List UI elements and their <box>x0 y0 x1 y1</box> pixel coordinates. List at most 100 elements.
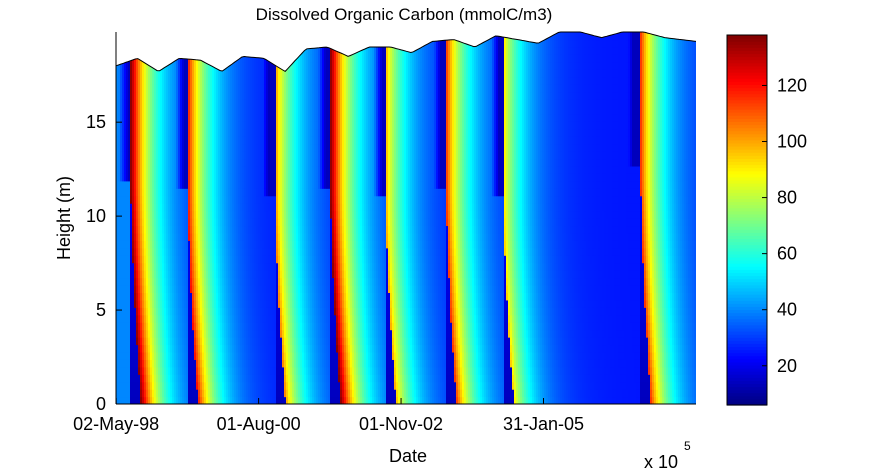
heatmap-cell <box>126 240 129 249</box>
heatmap-cell <box>218 359 221 368</box>
heatmap-cell <box>220 240 223 249</box>
heatmap-cell <box>160 337 163 346</box>
heatmap-cell <box>218 218 221 227</box>
heatmap-cell <box>192 232 195 241</box>
heatmap-cell <box>150 277 153 286</box>
heatmap-cell <box>132 180 135 189</box>
heatmap-cell <box>214 255 217 264</box>
heatmap-cell <box>134 158 137 167</box>
heatmap-cell <box>172 262 175 271</box>
heatmap-cell <box>156 240 159 249</box>
heatmap-cell <box>202 121 205 130</box>
heatmap-cell <box>274 218 277 227</box>
heatmap-cell <box>296 180 299 189</box>
heatmap-cell <box>300 359 303 368</box>
heatmap-cell <box>186 329 189 338</box>
heatmap-cell <box>224 91 227 100</box>
heatmap-cell <box>284 322 287 331</box>
heatmap-cell <box>282 121 285 130</box>
heatmap-cell <box>192 143 195 152</box>
heatmap-cell <box>156 128 159 137</box>
heatmap-cell <box>126 292 129 301</box>
heatmap-cell <box>238 61 241 70</box>
heatmap-cell <box>148 225 151 234</box>
heatmap-cell <box>278 121 281 130</box>
heatmap-cell <box>266 240 269 249</box>
heatmap-cell <box>192 218 195 227</box>
heatmap-cell <box>282 173 285 182</box>
heatmap-cell <box>268 136 271 145</box>
heatmap-cell <box>306 277 309 286</box>
heatmap-cell <box>298 218 301 227</box>
heatmap-cell <box>266 307 269 316</box>
heatmap-cell <box>292 173 295 182</box>
heatmap-cell <box>254 299 257 308</box>
heatmap-cell <box>258 351 261 360</box>
heatmap-cell <box>186 322 189 331</box>
heatmap-cell <box>124 322 127 331</box>
heatmap-cell <box>116 203 119 212</box>
heatmap-cell <box>288 218 291 227</box>
heatmap-cell <box>224 270 227 279</box>
heatmap-cell <box>272 136 275 145</box>
heatmap-cell <box>152 69 155 78</box>
heatmap-cell <box>208 262 211 271</box>
heatmap-cell <box>300 218 303 227</box>
heatmap-cell <box>274 277 277 286</box>
heatmap-cell <box>270 329 273 338</box>
heatmap-cell <box>218 351 221 360</box>
heatmap-cell <box>206 158 209 167</box>
heatmap-cell <box>268 337 271 346</box>
heatmap-cell <box>214 381 217 390</box>
heatmap-cell <box>252 247 255 256</box>
heatmap-cell <box>130 277 133 286</box>
heatmap-cell <box>232 136 235 145</box>
heatmap-cell <box>134 359 137 368</box>
heatmap-cell <box>134 322 137 331</box>
heatmap-cell <box>134 247 137 256</box>
heatmap-cell <box>220 203 223 212</box>
heatmap-cell <box>248 389 251 398</box>
heatmap-cell <box>200 136 203 145</box>
heatmap-cell <box>310 396 313 404</box>
heatmap-cell <box>252 270 255 279</box>
heatmap-cell <box>312 121 315 130</box>
heatmap-cell <box>134 366 137 375</box>
heatmap-cell <box>124 76 127 85</box>
heatmap-cell <box>222 225 225 234</box>
heatmap-cell <box>264 232 267 241</box>
heatmap-cell <box>308 270 311 279</box>
heatmap-cell <box>128 136 131 145</box>
heatmap-cell <box>176 84 179 93</box>
heatmap-cell <box>120 351 123 360</box>
heatmap-cell <box>156 76 159 85</box>
heatmap-cell <box>276 314 279 323</box>
heatmap-cell <box>148 91 151 100</box>
heatmap-cell <box>262 143 265 152</box>
heatmap-cell <box>116 76 119 85</box>
heatmap-cell <box>224 225 227 234</box>
heatmap-cell <box>210 329 213 338</box>
heatmap-cell <box>258 225 261 234</box>
heatmap-cell <box>300 314 303 323</box>
heatmap-cell <box>242 203 245 212</box>
heatmap-cell <box>294 195 297 204</box>
heatmap-cell <box>202 329 205 338</box>
heatmap-cell <box>150 240 153 249</box>
heatmap-cell <box>238 314 241 323</box>
heatmap-cell <box>310 188 313 197</box>
heatmap-cell <box>228 225 231 234</box>
heatmap-cell <box>268 143 271 152</box>
heatmap-cell <box>174 240 177 249</box>
heatmap-cell <box>164 240 167 249</box>
heatmap-cell <box>286 121 289 130</box>
heatmap-cell <box>196 69 199 78</box>
heatmap-cell <box>230 262 233 271</box>
heatmap-cell <box>164 351 167 360</box>
heatmap-cell <box>134 76 137 85</box>
heatmap-cell <box>226 128 229 137</box>
heatmap-cell <box>268 218 271 227</box>
heatmap-cell <box>272 277 275 286</box>
heatmap-cell <box>184 337 187 346</box>
heatmap-cell <box>302 277 305 286</box>
